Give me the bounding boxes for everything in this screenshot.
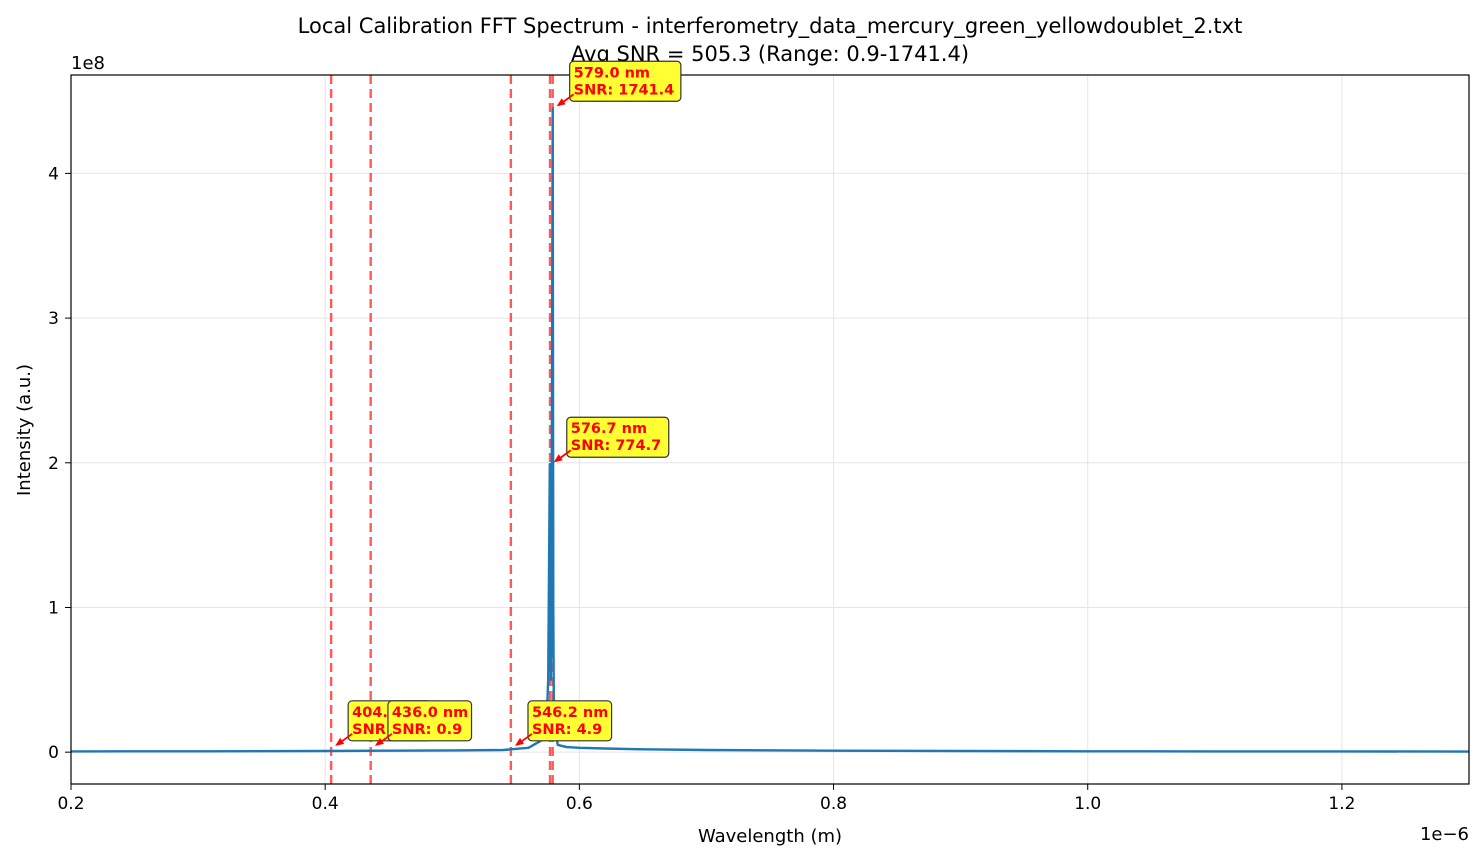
y-tick-label: 3 bbox=[48, 309, 59, 329]
annotation-wavelength: 579.0 nm bbox=[574, 65, 650, 81]
x-tick-label: 1.0 bbox=[1074, 794, 1101, 814]
plot-frame bbox=[70, 74, 1470, 785]
annotation-box bbox=[566, 416, 670, 458]
annotation-box bbox=[569, 60, 682, 102]
y-axis-label: Intensity (a.u.) bbox=[14, 364, 35, 496]
chart-title-line1: Local Calibration FFT Spectrum - interfe… bbox=[298, 14, 1243, 39]
x-axis-label: Wavelength (m) bbox=[698, 826, 842, 847]
annotation-snr: SNR: 1741.4 bbox=[574, 82, 675, 98]
annotation-box bbox=[527, 700, 613, 742]
annotation-snr: SNR: 0.9 bbox=[392, 722, 462, 738]
annotation-wavelength: 546.2 nm bbox=[532, 705, 608, 721]
x-offset-label: 1e−6 bbox=[1420, 824, 1469, 845]
y-tick-label: 2 bbox=[48, 454, 59, 474]
series-layer bbox=[71, 107, 1469, 753]
annotation-box bbox=[387, 700, 473, 742]
x-tick-label: 0.2 bbox=[57, 794, 84, 814]
y-offset-label: 1e8 bbox=[71, 53, 105, 74]
y-axis-ticks: 0 1 2 3 4 bbox=[48, 164, 71, 763]
y-tick-label: 0 bbox=[48, 743, 59, 763]
arrowhead-icon bbox=[374, 737, 384, 746]
x-axis-ticks: 0.2 0.4 0.6 0.8 1.0 1.2 bbox=[57, 784, 1355, 814]
y-tick-label: 4 bbox=[48, 164, 59, 184]
arrowhead-icon bbox=[553, 454, 563, 463]
series-line bbox=[71, 107, 1469, 753]
x-tick-label: 0.8 bbox=[820, 794, 847, 814]
x-tick-label: 0.6 bbox=[566, 794, 593, 814]
arrowhead-icon bbox=[514, 737, 524, 746]
arrowhead-icon bbox=[335, 737, 345, 746]
y-tick-label: 1 bbox=[48, 598, 59, 618]
annotation-snr: SNR: 4.9 bbox=[532, 722, 602, 738]
annotation-snr: SNR: 774.7 bbox=[571, 438, 661, 454]
x-tick-label: 1.2 bbox=[1328, 794, 1355, 814]
arrowhead-icon bbox=[556, 98, 566, 107]
x-tick-label: 0.4 bbox=[312, 794, 339, 814]
annotation-wavelength: 436.0 nm bbox=[392, 705, 468, 721]
annotation-wavelength: 576.7 nm bbox=[571, 421, 647, 437]
